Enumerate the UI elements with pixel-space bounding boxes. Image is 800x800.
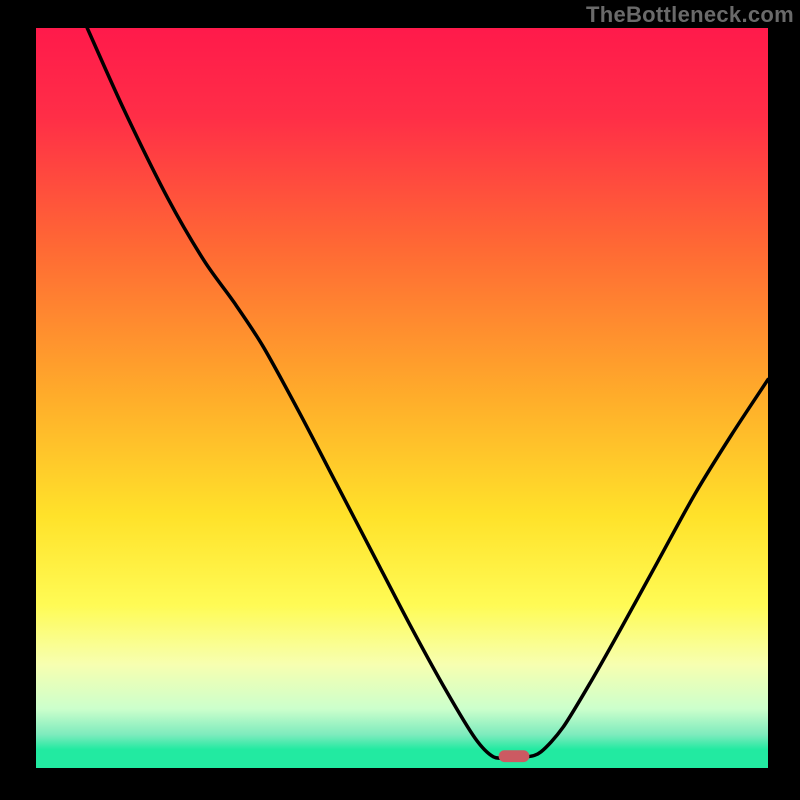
- plot-area: [36, 28, 768, 768]
- bottleneck-curve: [36, 28, 768, 768]
- watermark-label: TheBottleneck.com: [586, 2, 794, 28]
- valley-marker: [499, 750, 530, 762]
- chart-canvas: TheBottleneck.com: [0, 0, 800, 800]
- curve-path: [87, 28, 768, 758]
